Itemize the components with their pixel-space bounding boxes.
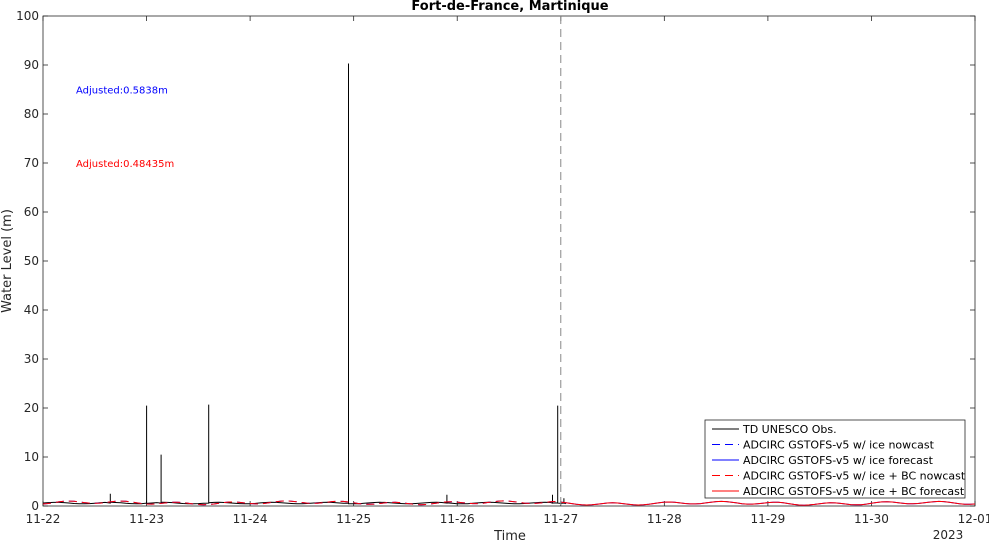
y-tick-label: 10 (24, 450, 39, 464)
legend-label: ADCIRC GSTOFS-v5 w/ ice forecast (743, 454, 934, 467)
x-year-label: 2023 (933, 528, 964, 541)
x-tick-label: 11-28 (647, 512, 682, 526)
legend-label: TD UNESCO Obs. (742, 423, 837, 436)
x-axis: 11-22 11-23 11-24 11-25 11-26 11-27 11-28 11-29… (26, 16, 989, 526)
legend-label: ADCIRC GSTOFS-v5 w/ ice + BC nowcast (743, 470, 966, 483)
y-axis-label: Water Level (m) (0, 209, 15, 313)
x-tick-label: 11-23 (129, 512, 164, 526)
adjusted-annotation-red: Adjusted:0.48435m (76, 159, 174, 170)
y-tick-label: 40 (24, 303, 39, 317)
x-axis-label: Time (493, 529, 526, 541)
x-tick-label: 11-25 (336, 512, 371, 526)
y-tick-label: 30 (24, 352, 39, 366)
y-tick-label: 100 (16, 9, 39, 23)
y-tick-label: 90 (24, 58, 39, 72)
y-tick-label: 70 (24, 156, 39, 170)
legend-label: ADCIRC GSTOFS-v5 w/ ice nowcast (743, 439, 935, 452)
y-tick-label: 50 (24, 254, 39, 268)
legend-label: ADCIRC GSTOFS-v5 w/ ice + BC forecast (743, 485, 965, 498)
legend: TD UNESCO Obs. ADCIRC GSTOFS-v5 w/ ice no… (704, 419, 966, 499)
y-tick-label: 20 (24, 401, 39, 415)
series-line-5 (560, 500, 976, 506)
x-tick-label: 12-01 (958, 512, 989, 526)
x-tick-label: 11-27 (543, 512, 578, 526)
adjusted-annotation-blue: Adjusted:0.5838m (76, 86, 168, 97)
x-tick-label: 11-30 (854, 512, 889, 526)
x-tick-label: 11-22 (26, 512, 61, 526)
y-tick-label: 0 (31, 499, 39, 513)
x-tick-label: 11-29 (750, 512, 785, 526)
chart-title: Fort-de-France, Martinique (411, 0, 608, 14)
legend-box (704, 419, 966, 499)
y-axis: 0 10 20 30 40 50 60 70 80 90 100 (16, 9, 975, 513)
y-tick-label: 60 (24, 205, 39, 219)
series-line-1 (42, 63, 567, 505)
series-line-4 (42, 500, 561, 506)
x-tick-label: 11-26 (440, 512, 475, 526)
x-tick-label: 11-24 (233, 512, 268, 526)
series-layer (42, 63, 976, 506)
y-tick-label: 80 (24, 107, 39, 121)
